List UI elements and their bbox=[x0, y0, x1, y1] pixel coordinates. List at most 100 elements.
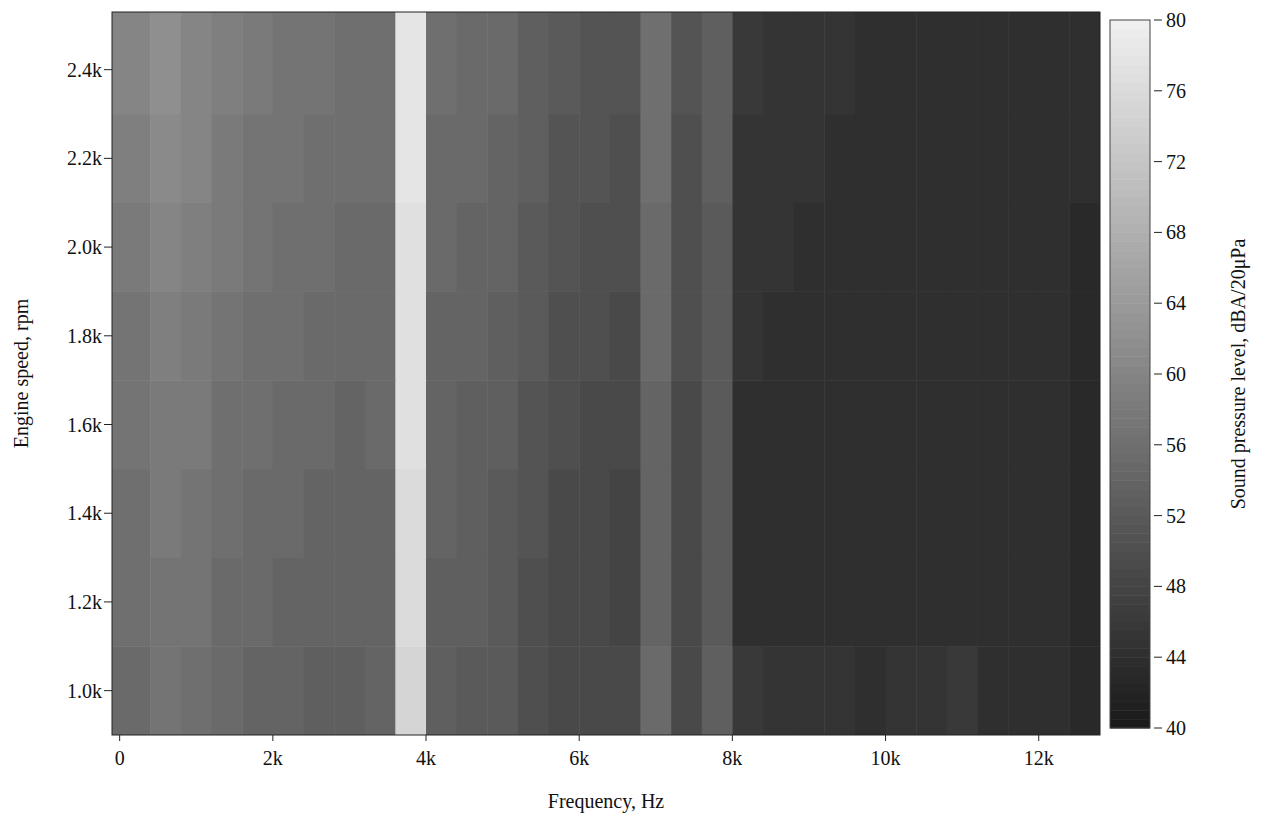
cell bbox=[518, 646, 549, 735]
cell bbox=[112, 291, 151, 380]
cell bbox=[916, 291, 947, 380]
cell bbox=[824, 203, 855, 292]
colorbar-step bbox=[1110, 640, 1150, 649]
cell bbox=[579, 203, 610, 292]
colorbar-tick bbox=[1154, 90, 1162, 91]
cell bbox=[395, 114, 426, 203]
colorbar-tick bbox=[1154, 303, 1162, 304]
colorbar-step bbox=[1110, 126, 1150, 135]
cell bbox=[763, 203, 794, 292]
colorbar-step bbox=[1110, 303, 1150, 312]
cell bbox=[518, 380, 549, 469]
cell bbox=[732, 291, 763, 380]
cell bbox=[487, 291, 518, 380]
colorbar-tick-label: 72 bbox=[1166, 151, 1186, 173]
cell bbox=[794, 12, 825, 115]
cell bbox=[640, 12, 671, 115]
colorbar-tick bbox=[1154, 20, 1162, 21]
cell bbox=[947, 558, 978, 647]
colorbar-step bbox=[1110, 701, 1150, 710]
cell bbox=[1069, 291, 1100, 380]
y-tick bbox=[104, 601, 112, 602]
cell bbox=[763, 558, 794, 647]
cell bbox=[1008, 380, 1039, 469]
cell bbox=[671, 291, 702, 380]
colorbar bbox=[1110, 20, 1150, 729]
cell bbox=[1008, 291, 1039, 380]
cell bbox=[886, 114, 917, 203]
y-tick bbox=[104, 69, 112, 70]
colorbar-step bbox=[1110, 666, 1150, 675]
cell bbox=[610, 380, 641, 469]
cell bbox=[365, 203, 396, 292]
colorbar-step bbox=[1110, 693, 1150, 702]
cell bbox=[395, 291, 426, 380]
cell bbox=[426, 12, 457, 115]
cell bbox=[763, 469, 794, 558]
colorbar-step bbox=[1110, 259, 1150, 268]
cell bbox=[671, 469, 702, 558]
cell bbox=[1039, 469, 1070, 558]
cell bbox=[150, 646, 181, 735]
colorbar-step bbox=[1110, 365, 1150, 374]
y-tick-label: 1.6k bbox=[67, 414, 102, 436]
cell bbox=[242, 380, 273, 469]
colorbar-tick bbox=[1154, 728, 1162, 729]
cell bbox=[334, 12, 365, 115]
colorbar-step bbox=[1110, 586, 1150, 595]
cell bbox=[702, 558, 733, 647]
cell bbox=[671, 12, 702, 115]
cell bbox=[150, 114, 181, 203]
cell bbox=[150, 12, 181, 115]
colorbar-step bbox=[1110, 179, 1150, 188]
colorbar-step bbox=[1110, 144, 1150, 153]
cell bbox=[855, 291, 886, 380]
cell bbox=[916, 469, 947, 558]
cell bbox=[671, 646, 702, 735]
colorbar-step bbox=[1110, 427, 1150, 436]
cell bbox=[579, 380, 610, 469]
cell bbox=[1039, 114, 1070, 203]
colorbar-tick-label: 52 bbox=[1166, 505, 1186, 527]
cell bbox=[112, 114, 151, 203]
cell bbox=[457, 380, 488, 469]
cell bbox=[947, 203, 978, 292]
cell bbox=[947, 380, 978, 469]
cell bbox=[112, 203, 151, 292]
colorbar-tick-label: 68 bbox=[1166, 221, 1186, 243]
cell bbox=[365, 12, 396, 115]
colorbar-step bbox=[1110, 321, 1150, 330]
cell bbox=[212, 469, 243, 558]
cell bbox=[579, 114, 610, 203]
cell bbox=[977, 114, 1008, 203]
y-tick-label: 1.0k bbox=[67, 680, 102, 702]
cell bbox=[303, 469, 334, 558]
cell bbox=[334, 558, 365, 647]
cell bbox=[732, 380, 763, 469]
cell bbox=[763, 114, 794, 203]
colorbar-step bbox=[1110, 648, 1150, 657]
cell bbox=[242, 469, 273, 558]
cell bbox=[916, 114, 947, 203]
cell bbox=[732, 12, 763, 115]
colorbar-tick-label: 60 bbox=[1166, 363, 1186, 385]
colorbar-step bbox=[1110, 480, 1150, 489]
cell bbox=[273, 380, 304, 469]
cell bbox=[487, 380, 518, 469]
cell bbox=[212, 114, 243, 203]
cell bbox=[181, 203, 212, 292]
cell bbox=[855, 558, 886, 647]
cell bbox=[426, 114, 457, 203]
cell bbox=[242, 646, 273, 735]
cell bbox=[181, 12, 212, 115]
colorbar-step bbox=[1110, 463, 1150, 472]
colorbar-step bbox=[1110, 675, 1150, 684]
cell bbox=[886, 203, 917, 292]
cell bbox=[947, 646, 978, 735]
colorbar-step bbox=[1110, 64, 1150, 73]
cell bbox=[181, 114, 212, 203]
cell bbox=[794, 114, 825, 203]
cell bbox=[794, 203, 825, 292]
cell bbox=[763, 380, 794, 469]
colorbar-step bbox=[1110, 82, 1150, 91]
